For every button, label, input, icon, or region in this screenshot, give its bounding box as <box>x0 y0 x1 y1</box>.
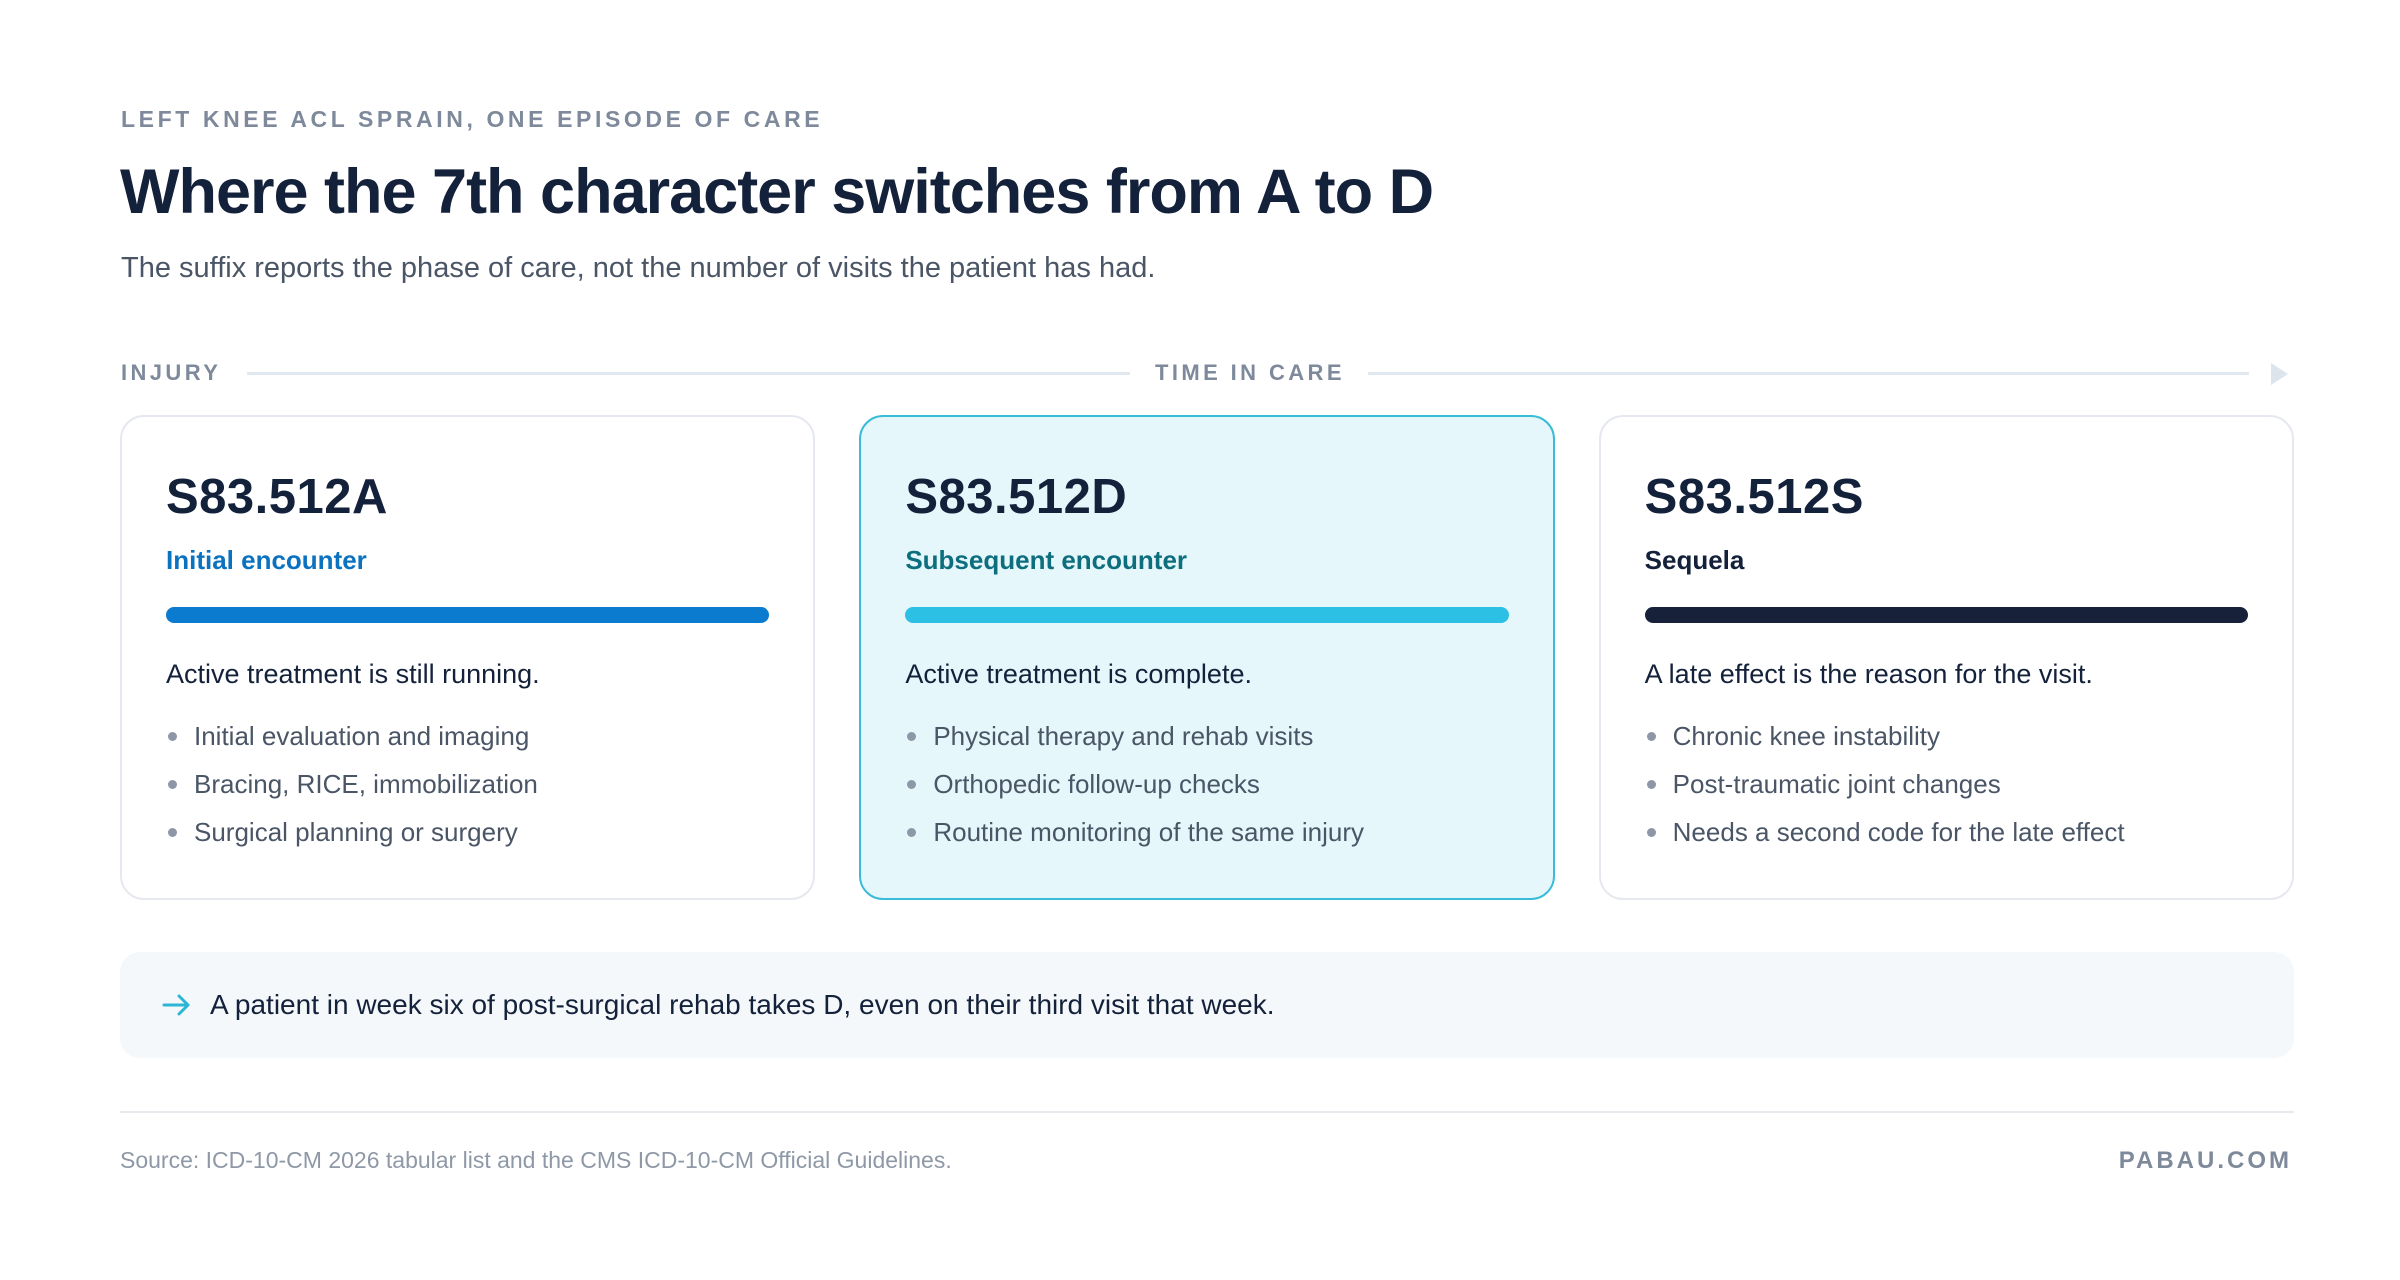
card-summary: Active treatment is still running. <box>166 659 540 689</box>
list-item: Needs a second code for the late effect <box>1645 808 2248 856</box>
list-item: Post-traumatic joint changes <box>1645 760 2248 808</box>
list-item: Surgical planning or surgery <box>166 808 769 856</box>
card-sequela: S83.512S Sequela A late effect is the re… <box>1598 415 2294 900</box>
eyebrow-label: LEFT KNEE ACL SPRAIN, ONE EPISODE OF CAR… <box>121 106 824 132</box>
card-subsequent-encounter: S83.512D Subsequent encounter Active tre… <box>859 415 1555 900</box>
care-timeline: INJURY TIME IN CARE <box>121 356 2293 396</box>
card-phase: Subsequent encounter <box>905 545 1188 575</box>
source-citation: Source: ICD-10-CM 2026 tabular list and … <box>120 1147 952 1173</box>
card-accent-bar <box>905 607 1509 623</box>
card-code: S83.512A <box>166 470 388 524</box>
timeline-line-left <box>247 372 1130 375</box>
brand-wordmark: PABAU.COM <box>2118 1147 2292 1174</box>
card-summary: Active treatment is complete. <box>905 659 1252 689</box>
list-item: Chronic knee instability <box>1645 712 2248 760</box>
card-bullet-list: Chronic knee instability Post-traumatic … <box>1645 712 2248 856</box>
timeline-start-label: INJURY <box>121 360 222 385</box>
card-bullet-list: Initial evaluation and imaging Bracing, … <box>166 712 769 856</box>
timeline-arrowhead-icon <box>2271 363 2288 385</box>
list-item: Initial evaluation and imaging <box>166 712 769 760</box>
arrow-right-icon <box>162 994 190 1016</box>
card-code: S83.512D <box>905 470 1128 524</box>
page-subtitle: The suffix reports the phase of care, no… <box>121 252 1156 284</box>
card-initial-encounter: S83.512A Initial encounter Active treatm… <box>120 415 816 900</box>
list-item: Physical therapy and rehab visits <box>905 712 1508 760</box>
encounter-cards: S83.512A Initial encounter Active treatm… <box>120 415 2294 900</box>
card-accent-bar <box>166 607 770 623</box>
card-bullet-list: Physical therapy and rehab visits Orthop… <box>905 712 1508 856</box>
timeline-line-right <box>1368 372 2249 375</box>
timeline-mid-label: TIME IN CARE <box>1155 360 1345 385</box>
footer-divider <box>120 1111 2294 1113</box>
page-title: Where the 7th character switches from A … <box>120 157 1434 227</box>
card-phase: Sequela <box>1644 545 1745 575</box>
example-note-text: A patient in week six of post-surgical r… <box>210 989 1275 1020</box>
card-accent-bar <box>1644 607 2248 623</box>
list-item: Orthopedic follow-up checks <box>905 760 1508 808</box>
example-note: A patient in week six of post-surgical r… <box>120 952 2294 1058</box>
list-item: Routine monitoring of the same injury <box>905 808 1508 856</box>
list-item: Bracing, RICE, immobilization <box>166 760 769 808</box>
card-summary: A late effect is the reason for the visi… <box>1644 659 2093 689</box>
card-phase: Initial encounter <box>166 545 367 575</box>
card-code: S83.512S <box>1644 470 1864 524</box>
